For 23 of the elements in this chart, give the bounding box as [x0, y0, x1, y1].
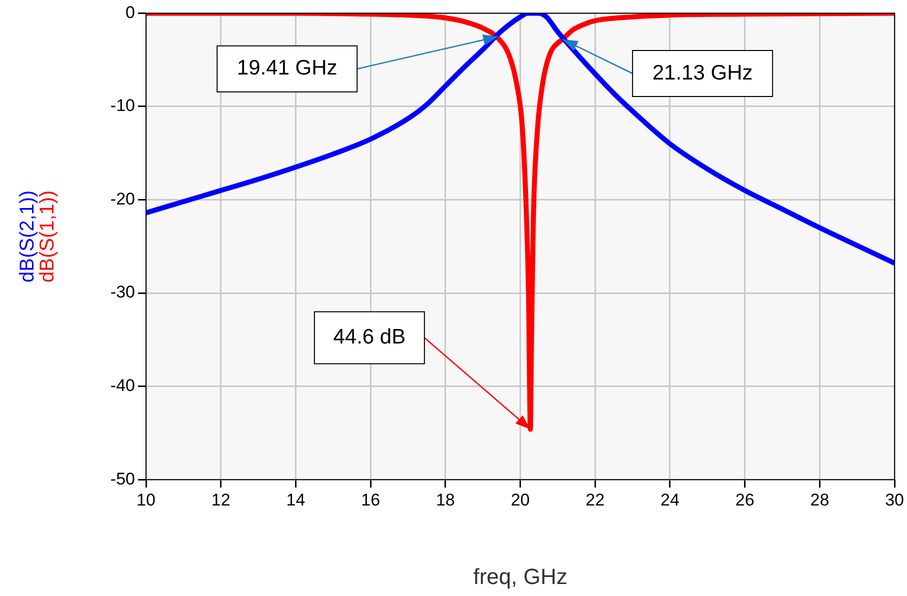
- y-tick-label: -50: [110, 469, 135, 488]
- x-tick-label: 28: [810, 490, 830, 510]
- x-axis-title: freq, GHz: [473, 564, 568, 590]
- x-tick-label: 18: [436, 490, 455, 510]
- y-tick-label: -30: [110, 282, 135, 302]
- x-tick-label: 26: [735, 490, 754, 510]
- y-tick-label: -10: [110, 96, 135, 116]
- x-tick-label: 10: [136, 490, 156, 510]
- x-tick-label: 24: [660, 490, 680, 510]
- annotation: 19.41 GHz: [236, 56, 338, 80]
- x-tick-label: 20: [510, 490, 530, 510]
- x-tick-label: 14: [286, 490, 306, 510]
- x-tick-label: 16: [361, 490, 380, 510]
- annotation: 21.13 GHz: [652, 61, 753, 84]
- y-tick-label: 0: [126, 2, 135, 22]
- text: dB(S(1,1)): [36, 190, 59, 283]
- x-tick-label: 22: [586, 490, 605, 510]
- y-tick-label: -40: [110, 376, 135, 396]
- x-tick-label: 12: [211, 490, 230, 510]
- annotation: 44.6 dB: [333, 325, 406, 348]
- x-tick-label: 30: [885, 490, 904, 510]
- y-tick-label: -20: [110, 189, 135, 208]
- text: dB(S(2,1)): [16, 190, 39, 283]
